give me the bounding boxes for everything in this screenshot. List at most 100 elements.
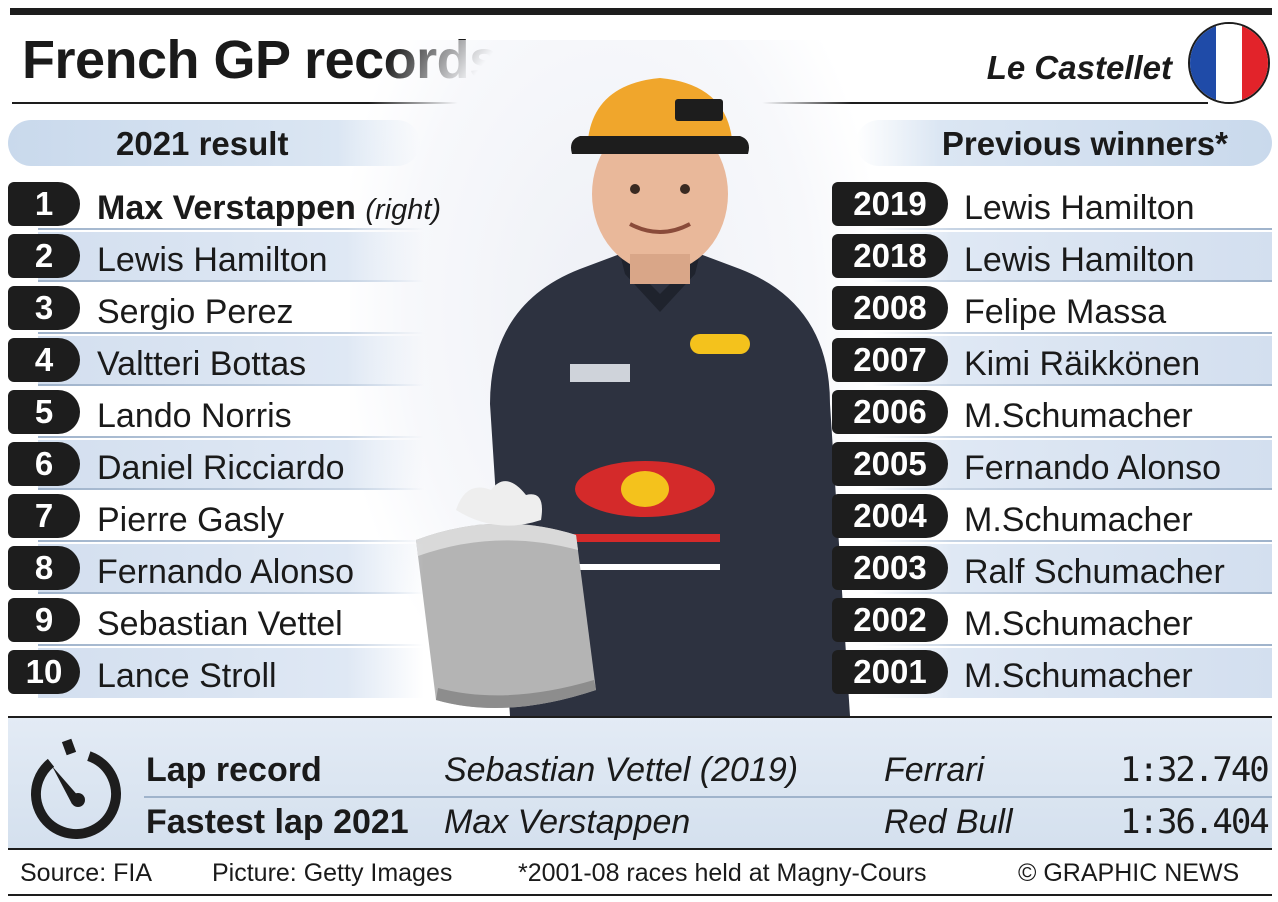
winner-name: Felipe Massa	[964, 293, 1167, 331]
driver-name: Daniel Ricciardo	[97, 449, 345, 487]
winner-name: M.Schumacher	[964, 605, 1193, 643]
driver-name: Fernando Alonso	[97, 553, 355, 591]
driver-name-text: Max Verstappen	[97, 189, 356, 227]
driver-name: Valtteri Bottas	[97, 345, 307, 383]
row-stripe	[38, 544, 424, 594]
result-row: 1 Max Verstappen (right)	[8, 180, 441, 230]
result-row: 6 Daniel Ricciardo	[8, 440, 424, 490]
row-divider	[872, 384, 1272, 386]
fastest-lap-team: Red Bull	[884, 803, 1013, 841]
driver-name: Sergio Perez	[97, 293, 294, 331]
france-flag-icon	[1188, 22, 1270, 104]
winner-row: 2002 M.Schumacher	[832, 596, 1272, 646]
previous-winners-heading: Previous winners*	[941, 125, 1228, 162]
winner-row: 2004 M.Schumacher	[832, 492, 1272, 542]
row-stripe	[38, 440, 424, 490]
trophy-icon	[416, 481, 596, 708]
row-stripe	[38, 232, 424, 282]
row-divider	[872, 436, 1272, 438]
result-row: 3 Sergio Perez	[8, 284, 424, 334]
top-bar	[10, 8, 1272, 15]
driver-name: Lewis Hamilton	[97, 241, 328, 279]
result-row: 7 Pierre Gasly	[8, 492, 424, 542]
position-badge: 3	[8, 286, 80, 330]
lap-record-team: Ferrari	[884, 751, 985, 789]
result-2021-header: 2021 result	[8, 120, 420, 166]
flag-stripe-red	[1242, 24, 1268, 102]
winner-row: 2018 Lewis Hamilton	[832, 232, 1272, 282]
row-divider	[872, 280, 1272, 282]
position-badge: 8	[8, 546, 80, 590]
row-divider	[872, 540, 1272, 542]
fastest-lap-time: 1:36.404	[1120, 802, 1270, 842]
driver-name: Lando Norris	[97, 397, 292, 435]
flag-stripe-blue	[1190, 24, 1216, 102]
position-badge: 7	[8, 494, 80, 538]
footer-picture-credit: Picture: Getty Images	[212, 859, 453, 887]
year-badge: 2001	[832, 650, 948, 694]
position-badge: 10	[8, 650, 80, 694]
winner-name: Lewis Hamilton	[964, 189, 1195, 227]
fastest-lap-driver: Max Verstappen	[444, 803, 691, 841]
winner-row: 2019 Lewis Hamilton	[832, 180, 1272, 230]
winner-row: 2006 M.Schumacher	[832, 388, 1272, 438]
winner-row: 2003 Ralf Schumacher	[832, 544, 1272, 594]
winner-name: Lewis Hamilton	[964, 241, 1195, 279]
row-divider	[872, 592, 1272, 594]
lap-record-driver: Sebastian Vettel (2019)	[444, 751, 799, 789]
winner-name: Fernando Alonso	[964, 449, 1222, 487]
row-divider	[38, 384, 424, 386]
row-divider	[38, 540, 424, 542]
footer-note: *2001-08 races held at Magny-Cours	[518, 859, 927, 887]
row-divider	[38, 280, 424, 282]
lap-record-time: 1:32.740	[1120, 750, 1270, 790]
bottom-bar	[8, 894, 1272, 896]
row-divider	[38, 436, 424, 438]
result-row: 4 Valtteri Bottas	[8, 336, 424, 386]
footer-copyright: © GRAPHIC NEWS	[1018, 859, 1240, 887]
flag-stripe-white	[1216, 24, 1242, 102]
position-badge: 2	[8, 234, 80, 278]
position-badge: 9	[8, 598, 80, 642]
year-badge: 2005	[832, 442, 948, 486]
result-row: 2 Lewis Hamilton	[8, 232, 424, 282]
footer-divider	[8, 848, 1272, 850]
winner-name: M.Schumacher	[964, 397, 1193, 435]
driver-name: Sebastian Vettel	[97, 605, 343, 643]
location-label: Le Castellet	[986, 49, 1172, 86]
year-badge: 2008	[832, 286, 948, 330]
driver-name: Lance Stroll	[97, 657, 277, 695]
row-divider	[38, 228, 424, 230]
winner-row: 2007 Kimi Räikkönen	[832, 336, 1272, 386]
row-divider	[872, 644, 1272, 646]
winner-name: Ralf Schumacher	[964, 553, 1225, 591]
records-panel: Lap record Sebastian Vettel (2019) Ferra…	[8, 716, 1272, 848]
driver-note: (right)	[365, 194, 442, 226]
row-stripe	[38, 336, 424, 386]
result-row: 9 Sebastian Vettel	[8, 596, 424, 646]
result-row: 8 Fernando Alonso	[8, 544, 424, 594]
winner-row: 2001 M.Schumacher	[832, 648, 1272, 698]
year-badge: 2003	[832, 546, 948, 590]
result-row: 10 Lance Stroll	[8, 648, 424, 698]
records-divider	[144, 796, 1272, 798]
previous-winners-header: Previous winners*	[856, 120, 1272, 166]
driver-portrait	[490, 78, 850, 716]
position-badge: 6	[8, 442, 80, 486]
result-row: 5 Lando Norris	[8, 388, 424, 438]
position-badge: 5	[8, 390, 80, 434]
winner-row: 2005 Fernando Alonso	[832, 440, 1272, 490]
lap-record-label: Lap record	[146, 751, 322, 789]
driver-name: Max Verstappen (right)	[97, 188, 441, 230]
footer-source: Source: FIA	[20, 859, 152, 887]
year-badge: 2007	[832, 338, 948, 382]
row-divider	[38, 644, 424, 646]
fastest-lap-label: Fastest lap 2021	[146, 803, 409, 841]
stopwatch-icon	[31, 738, 121, 839]
driver-name: Pierre Gasly	[97, 501, 285, 539]
row-divider	[38, 488, 424, 490]
winner-row: 2008 Felipe Massa	[832, 284, 1272, 334]
row-divider	[872, 488, 1272, 490]
position-badge: 4	[8, 338, 80, 382]
winner-name: M.Schumacher	[964, 501, 1193, 539]
